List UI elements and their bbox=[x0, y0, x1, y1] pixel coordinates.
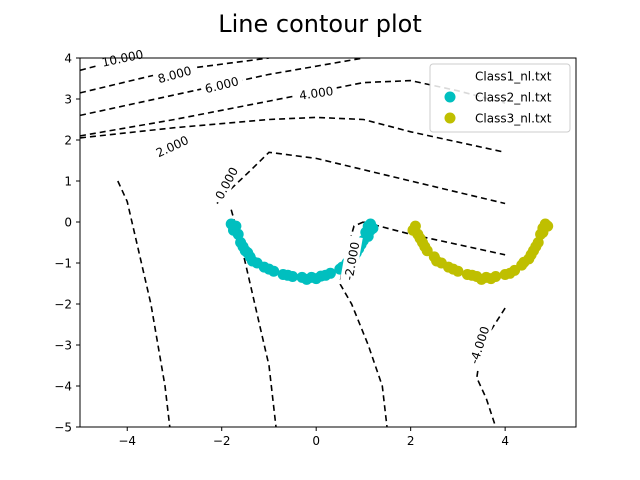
scatter-point bbox=[525, 249, 537, 261]
scatter-point bbox=[246, 255, 258, 267]
contour-label-bg bbox=[463, 319, 494, 371]
contour-label-bg bbox=[149, 130, 195, 162]
scatter-point bbox=[242, 247, 254, 259]
contour-label-bg bbox=[209, 160, 243, 205]
scatter-point bbox=[365, 224, 376, 236]
scatter-point bbox=[301, 273, 313, 285]
scatter-point bbox=[476, 273, 487, 285]
scatter-point bbox=[225, 218, 237, 230]
y-tick-label: 1 bbox=[64, 175, 72, 189]
scatter-point bbox=[320, 269, 332, 281]
contour-line bbox=[80, 58, 364, 117]
contour-line bbox=[363, 221, 506, 256]
y-tick-label: −5 bbox=[54, 421, 72, 435]
legend-marker bbox=[444, 70, 456, 82]
contour-label-bg bbox=[339, 235, 363, 287]
scatter-point bbox=[419, 241, 431, 253]
legend-marker bbox=[444, 91, 456, 103]
contour-label-group: -2.000 bbox=[339, 235, 363, 287]
x-axis: −4 −2 0 2 4 bbox=[118, 427, 509, 448]
y-tick-label: −2 bbox=[54, 298, 72, 312]
x-tick-label: −4 bbox=[118, 434, 136, 448]
legend-label: Class1_nl.txt bbox=[475, 70, 552, 84]
scatter-point bbox=[263, 263, 275, 275]
y-tick-label: −4 bbox=[54, 380, 72, 394]
contour-line bbox=[80, 58, 270, 94]
contour-line bbox=[117, 180, 171, 427]
scatter-point bbox=[542, 220, 554, 232]
y-tick-label: 0 bbox=[64, 216, 72, 230]
plot-frame bbox=[79, 57, 577, 428]
legend-label: Class2_nl.txt bbox=[475, 91, 552, 105]
legend-box bbox=[429, 63, 571, 133]
scatter-point bbox=[407, 224, 419, 236]
y-axis: 4 3 2 1 0 −1 −2 −3 −4 −5 bbox=[54, 52, 80, 435]
x-tick-label: 2 bbox=[407, 434, 415, 448]
contour-label: -2.000 bbox=[342, 241, 363, 282]
scatter-point bbox=[282, 269, 294, 281]
contour-label: 4.000 bbox=[298, 84, 334, 103]
contour-label-bg bbox=[199, 71, 244, 97]
contour-label-bg bbox=[152, 61, 197, 87]
legend-marker bbox=[444, 112, 456, 124]
scatter-point bbox=[466, 269, 478, 281]
x-tick-label: 0 bbox=[312, 434, 320, 448]
legend-label: Class3_nl.txt bbox=[475, 112, 552, 126]
scatter-point bbox=[530, 241, 542, 253]
contour-label-bg bbox=[294, 82, 338, 103]
x-tick-label: −2 bbox=[213, 434, 231, 448]
y-tick-label: −1 bbox=[54, 257, 72, 271]
scatter-point bbox=[414, 232, 426, 244]
scatter-point bbox=[310, 273, 322, 285]
y-tick-label: 3 bbox=[64, 93, 72, 107]
y-tick-label: 4 bbox=[64, 52, 72, 66]
y-tick-label: 2 bbox=[64, 134, 72, 148]
y-tick-label: −3 bbox=[54, 339, 72, 353]
scatter-point bbox=[518, 256, 530, 268]
contour-line bbox=[230, 209, 277, 427]
scatter-point bbox=[504, 267, 516, 279]
scatter-point bbox=[431, 255, 443, 267]
scatter-point bbox=[447, 263, 459, 275]
contour-line bbox=[80, 116, 506, 154]
contour-line bbox=[338, 221, 388, 427]
scatter-point bbox=[485, 273, 497, 285]
legend: Class1_nl.txt Class2_nl.txt Class3_nl.txt bbox=[429, 63, 571, 133]
plot-content bbox=[80, 58, 554, 427]
chart-title: Line contour plot bbox=[218, 10, 422, 38]
x-tick-label: 4 bbox=[501, 434, 509, 448]
contour-label-group: 4.000 bbox=[294, 82, 338, 103]
